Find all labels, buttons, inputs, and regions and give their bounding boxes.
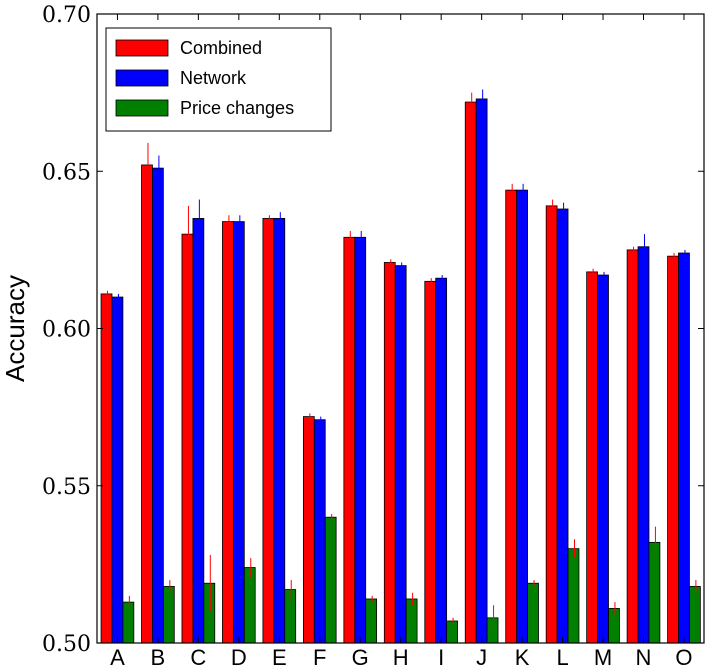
bar-combined-H (383, 262, 396, 644)
bar-network-L (556, 208, 569, 644)
bar-network-J (475, 98, 488, 644)
x-tick-label-L: L (556, 645, 568, 667)
bar-price-changes-E (284, 589, 297, 644)
bar-network-I (435, 277, 448, 644)
legend-swatch-price-changes (115, 99, 169, 117)
y-tick-label: 0.50 (42, 632, 91, 657)
bar-price-changes-G (365, 598, 378, 644)
bar-network-M (597, 274, 609, 644)
y-tick-label: 0.60 (42, 318, 91, 343)
bar-combined-I (424, 280, 437, 644)
bar-combined-L (545, 205, 558, 644)
bar-network-E (273, 218, 286, 644)
bar-price-changes-A (122, 601, 135, 644)
bar-price-changes-H (405, 598, 418, 644)
x-tick-label-M: M (594, 645, 612, 667)
y-tick-label: 0.65 (42, 160, 91, 185)
bar-combined-E (262, 218, 275, 644)
bar-price-changes-M (608, 608, 620, 644)
x-tick-label-O: O (675, 645, 692, 667)
x-tick-label-K: K (515, 645, 530, 667)
x-tick-label-I: I (438, 645, 444, 667)
bar-network-F (313, 419, 326, 644)
y-ticks: 0.50 0.55 0.60 0.65 0.70 (42, 3, 704, 657)
bar-network-O (678, 252, 690, 644)
x-tick-label-J: J (476, 645, 487, 667)
bar-price-changes-O (689, 585, 701, 644)
x-ticks: A B C D E F G H I J K L M N O (110, 14, 693, 667)
y-axis-title: Accuracy (0, 275, 30, 382)
bar-network-D (232, 221, 245, 644)
bar-price-changes-D (243, 567, 256, 644)
bar-price-changes-C (203, 582, 216, 644)
y-tick-label: 0.70 (42, 3, 91, 28)
bar-combined-K (505, 189, 518, 644)
legend: Combined Network Price changes (105, 27, 332, 132)
bar-network-N (637, 246, 650, 644)
bar-price-changes-B (162, 585, 175, 644)
bar-combined-B (141, 164, 153, 644)
legend-label-price-changes: Price changes (180, 98, 294, 118)
bar-combined-F (302, 416, 315, 644)
legend-label-network: Network (180, 68, 247, 88)
x-tick-label-F: F (313, 645, 326, 667)
x-tick-label-B: B (151, 645, 166, 667)
bar-network-G (354, 236, 367, 644)
x-tick-label-A: A (110, 645, 125, 667)
bar-combined-C (181, 233, 194, 644)
bar-combined-A (100, 293, 113, 644)
bar-combined-N (626, 249, 639, 644)
y-tick-label: 0.55 (42, 475, 91, 500)
bar-network-B (152, 167, 164, 644)
bar-price-changes-I (446, 620, 458, 644)
legend-label-combined: Combined (180, 38, 262, 58)
x-tick-label-D: D (231, 645, 247, 667)
bar-combined-O (667, 255, 679, 644)
bar-combined-D (222, 221, 234, 644)
legend-swatch-combined (115, 39, 169, 57)
bar-price-changes-L (567, 548, 580, 644)
bar-price-changes-N (648, 541, 661, 644)
bar-combined-M (586, 271, 598, 644)
bars-layer (100, 98, 701, 644)
errorbars-layer (107, 89, 697, 631)
x-tick-label-C: C (190, 645, 206, 667)
bar-network-H (394, 265, 407, 644)
bar-price-changes-F (324, 516, 337, 644)
bar-combined-G (343, 236, 356, 644)
x-tick-label-N: N (636, 645, 652, 667)
bar-network-A (111, 296, 124, 644)
legend-swatch-network (115, 69, 169, 87)
bar-combined-J (464, 101, 477, 644)
bar-price-changes-K (527, 582, 539, 644)
x-tick-label-H: H (393, 645, 409, 667)
bar-network-K (516, 189, 528, 644)
x-tick-label-E: E (272, 645, 287, 667)
bar-network-C (192, 218, 205, 644)
bar-price-changes-J (486, 617, 499, 644)
x-tick-label-G: G (352, 645, 369, 667)
